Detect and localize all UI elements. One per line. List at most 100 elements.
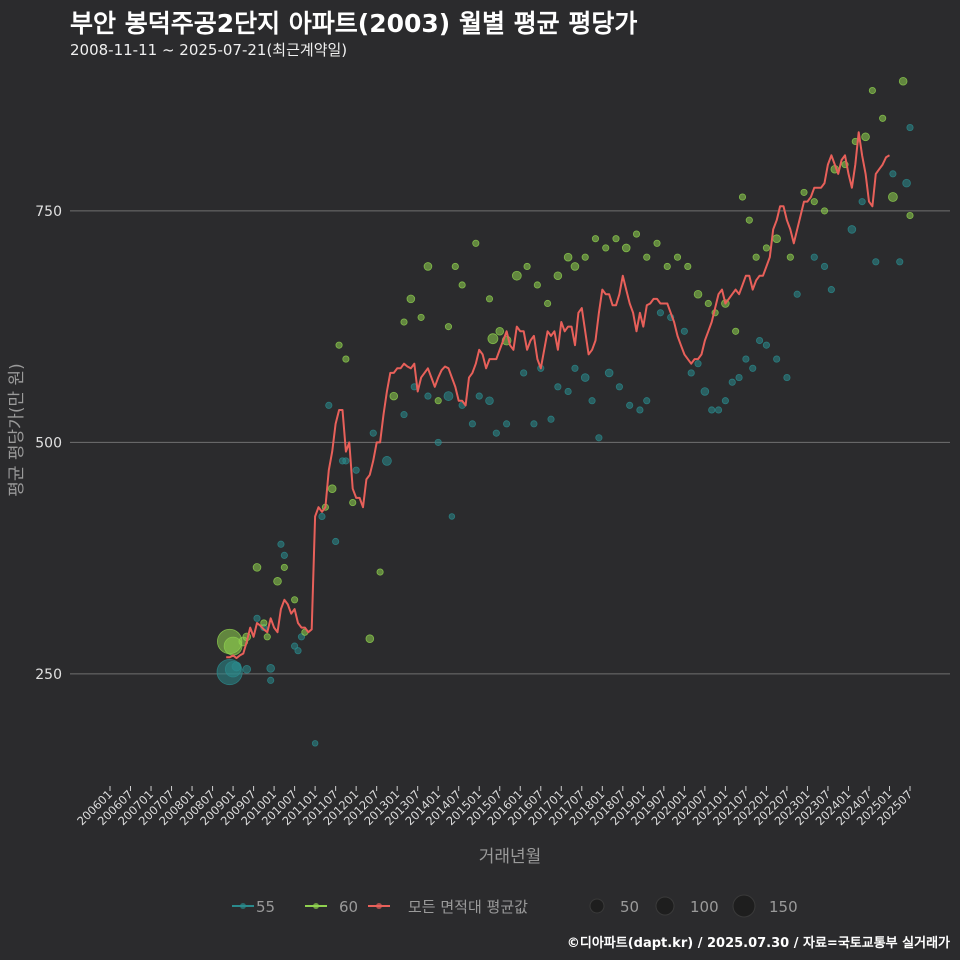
point-60-16 [365,634,375,643]
point-60-68 [868,86,876,95]
point-60-9 [291,596,299,604]
point-55-68 [820,262,829,271]
point-55-3 [242,664,252,674]
point-55-30 [475,392,483,400]
point-55-7 [267,676,275,684]
point-60-47 [663,262,671,271]
point-55-58 [728,378,736,386]
point-55-66 [793,290,801,298]
y-axis-title: 평균 평당가(만 원) [7,363,27,497]
grid-layer [70,210,950,675]
point-55-13 [311,740,319,747]
point-60-55 [738,193,747,201]
point-55-21 [382,456,392,466]
point-60-18 [389,391,399,401]
y-tick-label-750: 750 [35,204,62,220]
point-60-21 [417,313,425,321]
point-55-38 [554,383,562,391]
point-55-37 [547,415,555,423]
point-55-69 [827,286,835,294]
point-55-41 [580,373,590,382]
point-60-22 [423,262,433,271]
point-55-8 [277,540,285,548]
point-60-70 [888,192,898,202]
point-55-31 [485,396,494,405]
point-60-58 [762,244,770,252]
legend-size-circle-50 [589,898,605,914]
point-55-51 [680,327,688,335]
point-60-72 [906,211,914,220]
point-60-62 [810,198,818,206]
point-60-23 [434,397,442,405]
point-55-57 [721,397,729,405]
point-55-34 [520,369,528,377]
legend-key-dot-s60 [313,903,319,909]
point-55-11 [294,647,302,655]
point-55-40 [571,364,579,372]
point-60-38 [570,262,580,271]
point-55-60 [742,355,750,363]
point-55-42 [588,397,596,405]
point-55-9 [280,551,288,559]
legend-size-label-50: 50 [620,898,639,916]
point-60-61 [800,188,808,196]
point-55-64 [773,355,781,363]
point-55-24 [424,392,432,400]
average-line [226,131,890,660]
point-60-35 [544,299,552,308]
point-55-65 [783,374,791,382]
point-60-48 [673,253,682,261]
point-55-56 [714,406,723,414]
point-55-74 [896,258,904,266]
legend: 55 60 모든 면적대 평균값 50 100 150 [232,894,798,918]
point-55-47 [636,406,644,414]
point-60-4 [252,563,262,572]
point-60-49 [684,262,692,271]
point-60-46 [653,239,661,247]
point-60-37 [563,252,573,262]
point-60-44 [632,230,641,238]
point-55-67 [810,253,818,261]
point-55-71 [858,198,866,206]
scatter-layer [216,76,914,747]
point-60-42 [612,235,620,243]
point-55-16 [332,537,340,546]
point-60-60 [786,253,794,261]
point-60-51 [704,299,712,308]
point-55-55 [708,406,716,414]
point-55-4 [253,614,261,622]
point-55-53 [694,360,702,368]
chart-subtitle: 2008-11-11 ~ 2025-07-21(최근계약일) [70,41,348,59]
point-60-17 [376,568,384,576]
point-55-32 [492,429,500,437]
y-tick-label-250: 250 [35,667,62,683]
point-60-26 [458,281,466,289]
legend-size-label-150: 150 [769,898,798,916]
point-60-54 [732,327,740,335]
point-60-19 [400,318,408,326]
point-60-63 [820,207,829,215]
point-60-69 [879,114,887,122]
chart-title: 부안 봉덕주공2단지 아파트(2003) 월별 평균 평당가 [70,9,638,38]
point-60-12 [327,484,337,493]
point-55-54 [700,387,710,396]
point-55-62 [756,336,764,345]
axis-layer: 2505007502006012006072007012007072008012… [7,204,915,867]
point-60-39 [581,253,589,261]
point-55-72 [872,258,880,266]
legend-size-circle-150 [732,894,756,918]
point-60-56 [745,216,753,224]
point-60-41 [602,244,610,252]
point-60-8 [280,563,288,571]
point-60-7 [273,577,282,586]
point-55-15 [325,401,333,409]
point-55-18 [342,457,350,465]
point-55-75 [902,178,911,188]
average-line-layer [226,131,890,660]
legend-key-dot-s55 [240,903,246,909]
point-55-20 [369,429,377,437]
y-tick-label-500: 500 [35,435,62,451]
point-55-19 [352,466,360,474]
point-60-14 [342,355,350,363]
point-60-30 [495,326,505,336]
